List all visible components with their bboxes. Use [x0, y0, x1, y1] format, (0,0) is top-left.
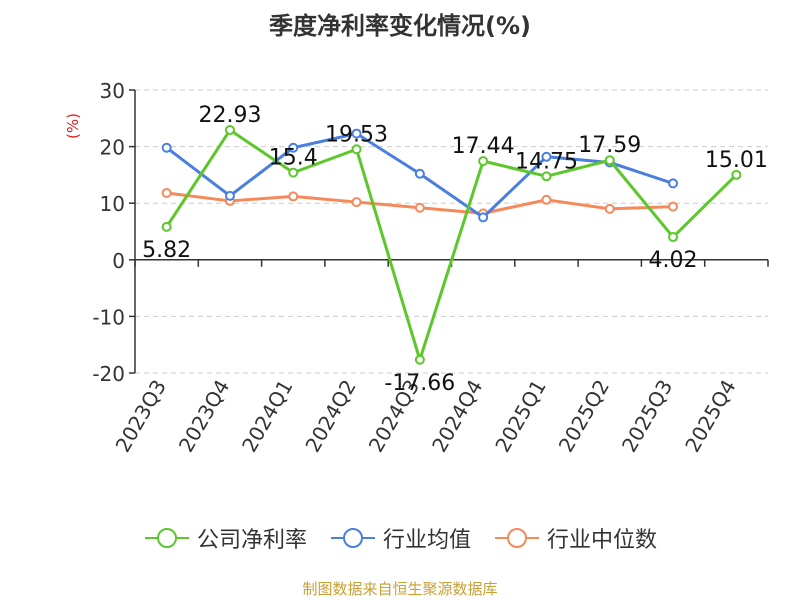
y-tick-label: -10 — [92, 305, 125, 329]
data-point — [161, 142, 172, 153]
data-point — [351, 197, 362, 208]
series-lines — [161, 125, 742, 365]
legend-label: 行业均值 — [382, 528, 471, 553]
x-tick-label: 2025Q2 — [554, 376, 614, 457]
data-label: 17.59 — [578, 133, 641, 158]
legend-label: 行业中位数 — [547, 528, 658, 553]
data-point — [541, 151, 552, 162]
y-axis-label: (%) — [64, 113, 82, 139]
data-label: 15.01 — [705, 148, 768, 173]
x-tick-label: 2023Q3 — [111, 376, 171, 457]
data-point — [161, 221, 172, 232]
series-line — [165, 128, 738, 362]
y-tick-label: 0 — [112, 249, 125, 273]
y-tick-label: 10 — [100, 192, 125, 216]
legend-marker-icon — [144, 528, 189, 548]
data-label: -17.66 — [384, 371, 455, 396]
data-point — [541, 171, 552, 182]
data-label: 4.02 — [649, 248, 698, 273]
data-label: 5.82 — [142, 238, 191, 263]
y-tick-label: -20 — [92, 362, 125, 386]
chart-title: 季度净利率变化情况(%) — [269, 12, 531, 40]
data-label: 14.75 — [515, 149, 578, 174]
data-point — [161, 188, 172, 199]
gridlines — [135, 89, 768, 374]
data-point — [668, 201, 679, 212]
footer-source: 制图数据来自恒生聚源数据库 — [302, 580, 498, 598]
legend-item-company[interactable]: 公司净利率 — [143, 522, 307, 554]
data-label: 17.44 — [452, 134, 515, 159]
legend: 公司净利率 行业均值 行业中位数 — [0, 522, 800, 554]
data-point — [414, 168, 425, 179]
legend-label: 公司净利率 — [196, 528, 307, 553]
data-point — [541, 194, 552, 205]
data-point — [478, 212, 489, 223]
x-tick-label: 2024Q2 — [300, 376, 360, 457]
x-tick-label: 2025Q3 — [617, 376, 677, 457]
data-point — [288, 167, 299, 178]
data-label: 15.4 — [269, 146, 318, 171]
data-point — [224, 190, 235, 201]
data-label: 22.93 — [198, 103, 261, 128]
legend-item-industry-median[interactable]: 行业中位数 — [493, 522, 657, 554]
data-point — [414, 354, 425, 365]
legend-item-industry-mean[interactable]: 行业均值 — [329, 522, 471, 554]
x-tick-label: 2023Q4 — [174, 376, 234, 457]
data-point — [351, 128, 362, 139]
data-point — [478, 156, 489, 167]
y-tick-label: 20 — [100, 136, 125, 160]
data-point — [604, 155, 615, 166]
legend-marker-icon — [495, 528, 539, 548]
x-tick-label: 2025Q1 — [490, 376, 550, 457]
x-tick-label: 2025Q4 — [680, 376, 740, 457]
data-point — [351, 144, 362, 155]
data-point — [288, 191, 299, 202]
data-point — [668, 232, 679, 243]
legend-marker-icon — [330, 528, 375, 548]
data-point — [288, 142, 299, 153]
x-tick-label: 2024Q1 — [237, 376, 297, 457]
data-point — [224, 125, 235, 136]
data-point — [731, 169, 742, 180]
data-point — [604, 203, 615, 214]
data-point — [668, 178, 679, 189]
data-point — [414, 202, 425, 213]
data-label: 19.53 — [325, 122, 388, 147]
y-tick-label: 30 — [100, 79, 125, 103]
